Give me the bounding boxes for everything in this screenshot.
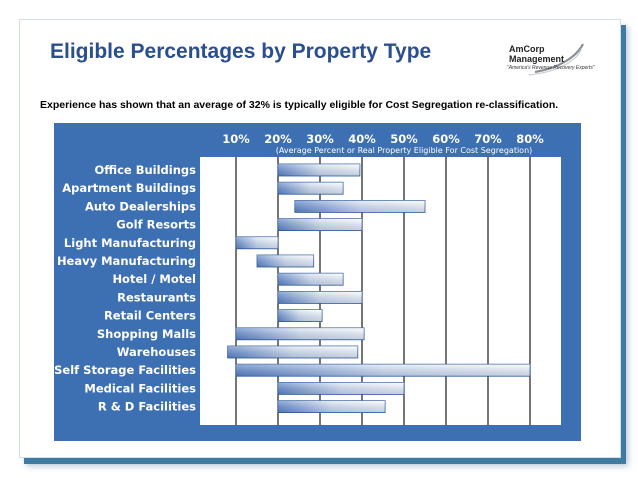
- slide-title: Eligible Percentages by Property Type: [50, 40, 432, 63]
- category-label: Restaurants: [117, 290, 196, 304]
- bar-shade: [236, 364, 530, 377]
- bar-shade: [278, 291, 362, 304]
- x-tick-label: 60%: [432, 132, 460, 146]
- bar-shade: [257, 255, 314, 267]
- logo-line1: AmCorp: [509, 44, 545, 54]
- category-label: Office Buildings: [95, 163, 197, 177]
- company-logo: AmCorp Management "America's Revenue Rec…: [505, 42, 595, 78]
- category-label: Hotel / Motel: [112, 272, 196, 286]
- range-bar-chart: 10% 20% 30% 40% 50% 60% 70% 80% (Average Percen…: [54, 132, 561, 425]
- logo-line2: Management: [509, 54, 565, 64]
- category-label: Shopping Malls: [97, 327, 196, 341]
- x-tick-label: 40%: [348, 132, 376, 146]
- x-axis-caption: (Average Percent or Real Property Eligib…: [276, 146, 533, 155]
- x-tick-label: 80%: [516, 132, 544, 146]
- category-label: Auto Dealerships: [85, 199, 196, 213]
- x-tick-labels: 10% 20% 30% 40% 50% 60% 70% 80%: [222, 132, 544, 146]
- bar-shade: [278, 164, 360, 176]
- bar-shade: [278, 273, 344, 286]
- bar-shade: [227, 346, 358, 358]
- bar-shade: [278, 182, 344, 195]
- bar-shade: [278, 309, 323, 322]
- x-tick-label: 50%: [390, 132, 418, 146]
- category-labels: Office Buildings Apartment Buildings Auto …: [54, 163, 196, 414]
- category-label: Golf Resorts: [116, 218, 196, 232]
- x-tick-label: 30%: [306, 132, 334, 146]
- category-label: Medical Facilities: [84, 381, 196, 395]
- bar-shade: [278, 218, 362, 231]
- chart-panel: 10% 20% 30% 40% 50% 60% 70% 80% (Average Percen…: [54, 123, 581, 441]
- category-label: Retail Centers: [104, 309, 196, 323]
- category-label: R & D Facilities: [98, 400, 196, 414]
- logo-tagline: "America's Revenue Recovery Experts": [507, 65, 595, 71]
- bar-shade: [236, 236, 278, 249]
- bar-shade: [294, 200, 425, 213]
- slide-subtitle: Experience has shown that an average of …: [40, 99, 559, 111]
- category-label: Apartment Buildings: [62, 181, 196, 195]
- bar-shade: [236, 327, 365, 340]
- category-label: Self Storage Facilities: [54, 363, 196, 377]
- x-tick-label: 20%: [264, 132, 292, 146]
- x-tick-label: 70%: [474, 132, 502, 146]
- x-tick-label: 10%: [222, 132, 250, 146]
- category-label: Light Manufacturing: [64, 236, 196, 250]
- category-label: Warehouses: [117, 345, 196, 359]
- category-label: Heavy Manufacturing: [57, 254, 196, 268]
- bars: [227, 163, 531, 414]
- bar-shade: [278, 400, 386, 413]
- bar-shade: [278, 382, 404, 395]
